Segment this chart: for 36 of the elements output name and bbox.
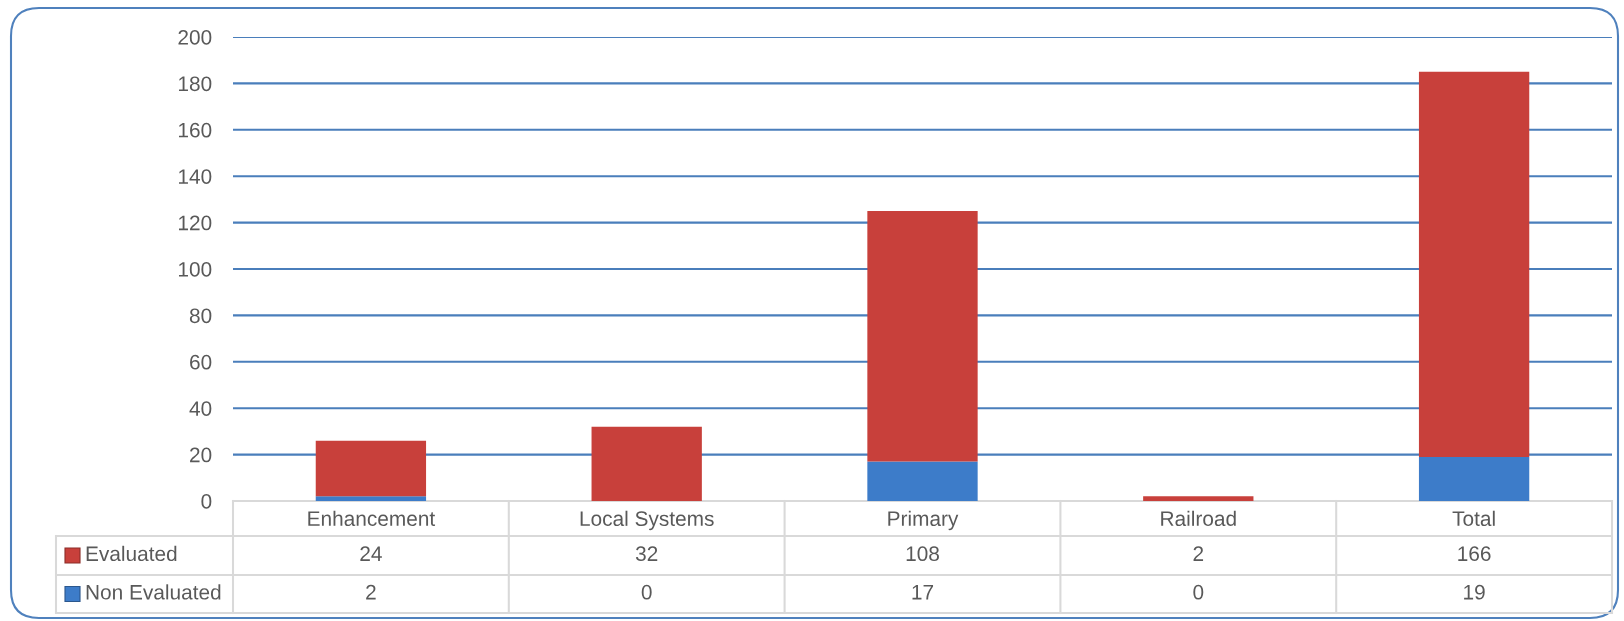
y-tick-label: 140 (179, 169, 212, 184)
data-label: 2 (366, 584, 376, 600)
data-label: 24 (360, 546, 382, 561)
y-tick-label: 160 (179, 122, 212, 138)
x-tick-label: Total (1452, 510, 1495, 527)
bar (315, 496, 427, 501)
x-tick-label: Primary (888, 510, 959, 531)
data-label: 166 (1458, 546, 1491, 562)
data-label: 19 (1464, 584, 1485, 600)
data-label: 108 (906, 546, 939, 562)
y-tick-label: 180 (179, 76, 212, 92)
data-label: 32 (635, 546, 658, 562)
y-tick-label: 40 (189, 401, 212, 416)
data-label: 17 (912, 585, 934, 600)
data-label: 0 (1193, 584, 1204, 600)
y-tick-label: 120 (179, 215, 212, 231)
bar (315, 440, 427, 497)
y-tick-label: 20 (190, 447, 212, 463)
y-tick-label: 60 (190, 354, 212, 370)
x-tick-label: Enhancement (308, 510, 436, 527)
legend-label: Non Evaluated (86, 584, 221, 600)
bar (1143, 496, 1254, 501)
y-tick-label: 200 (178, 30, 212, 45)
y-tick-label: 80 (189, 308, 212, 324)
bar (1418, 71, 1530, 457)
x-tick-label: Local Systems (580, 510, 714, 531)
bar (1418, 456, 1530, 501)
x-tick-label: Railroad (1161, 510, 1236, 527)
y-tick-label: 100 (179, 262, 212, 277)
legend-label: Evaluated (86, 545, 177, 562)
y-tick-label: 0 (201, 494, 212, 509)
data-label: 2 (1193, 546, 1204, 561)
bar (867, 211, 978, 462)
data-label: 0 (641, 584, 652, 600)
bar (591, 426, 702, 501)
bar (867, 461, 978, 501)
